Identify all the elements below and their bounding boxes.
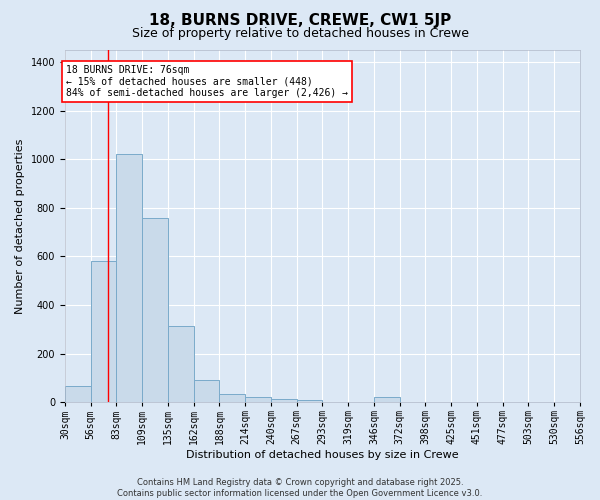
- Bar: [194, 380, 220, 402]
- Bar: [65, 386, 91, 402]
- Text: Contains HM Land Registry data © Crown copyright and database right 2025.
Contai: Contains HM Land Registry data © Crown c…: [118, 478, 482, 498]
- Bar: [91, 262, 116, 402]
- Bar: [271, 398, 296, 402]
- Bar: [245, 398, 271, 402]
- X-axis label: Distribution of detached houses by size in Crewe: Distribution of detached houses by size …: [186, 450, 459, 460]
- Bar: [116, 154, 142, 402]
- Bar: [374, 398, 400, 402]
- Text: Size of property relative to detached houses in Crewe: Size of property relative to detached ho…: [131, 28, 469, 40]
- Bar: [168, 326, 194, 402]
- Text: 18 BURNS DRIVE: 76sqm
← 15% of detached houses are smaller (448)
84% of semi-det: 18 BURNS DRIVE: 76sqm ← 15% of detached …: [66, 64, 348, 98]
- Bar: [142, 218, 168, 402]
- Bar: [220, 394, 245, 402]
- Bar: [296, 400, 322, 402]
- Y-axis label: Number of detached properties: Number of detached properties: [15, 138, 25, 314]
- Text: 18, BURNS DRIVE, CREWE, CW1 5JP: 18, BURNS DRIVE, CREWE, CW1 5JP: [149, 12, 451, 28]
